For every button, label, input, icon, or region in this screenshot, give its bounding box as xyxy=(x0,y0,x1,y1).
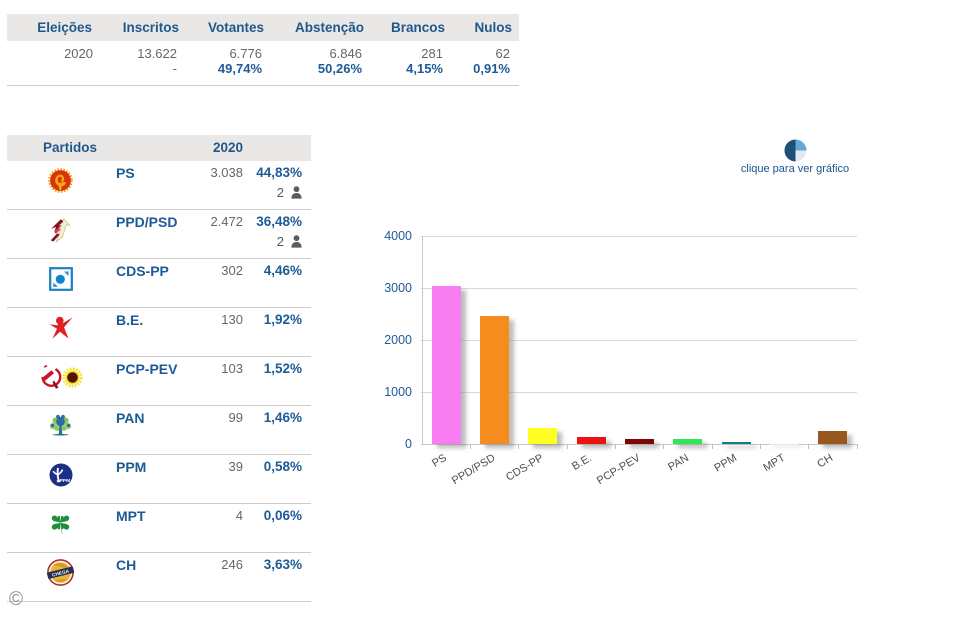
svg-text:CHEGA: CHEGA xyxy=(52,568,71,577)
svg-text:PPM: PPM xyxy=(59,477,69,483)
